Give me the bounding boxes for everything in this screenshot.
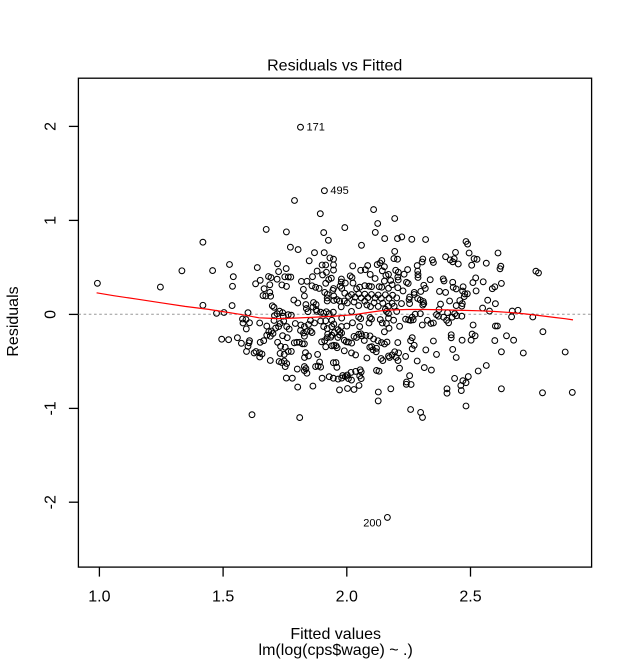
svg-text:1: 1 [43, 216, 60, 225]
svg-text:2: 2 [43, 122, 60, 131]
svg-text:-2: -2 [43, 495, 60, 509]
svg-text:1.0: 1.0 [88, 589, 110, 606]
svg-text:-1: -1 [43, 401, 60, 415]
svg-text:2.0: 2.0 [336, 589, 358, 606]
svg-text:Residuals: Residuals [5, 286, 22, 356]
svg-text:lm(log(cps$wage) ~ .): lm(log(cps$wage) ~ .) [259, 642, 413, 659]
svg-text:2.5: 2.5 [459, 589, 481, 606]
svg-text:0: 0 [43, 310, 60, 319]
svg-text:495: 495 [330, 185, 348, 197]
svg-text:Fitted values: Fitted values [290, 626, 381, 643]
svg-text:200: 200 [363, 518, 381, 530]
svg-text:171: 171 [307, 122, 325, 134]
svg-text:Residuals vs Fitted: Residuals vs Fitted [267, 57, 402, 74]
svg-text:1.5: 1.5 [212, 589, 234, 606]
